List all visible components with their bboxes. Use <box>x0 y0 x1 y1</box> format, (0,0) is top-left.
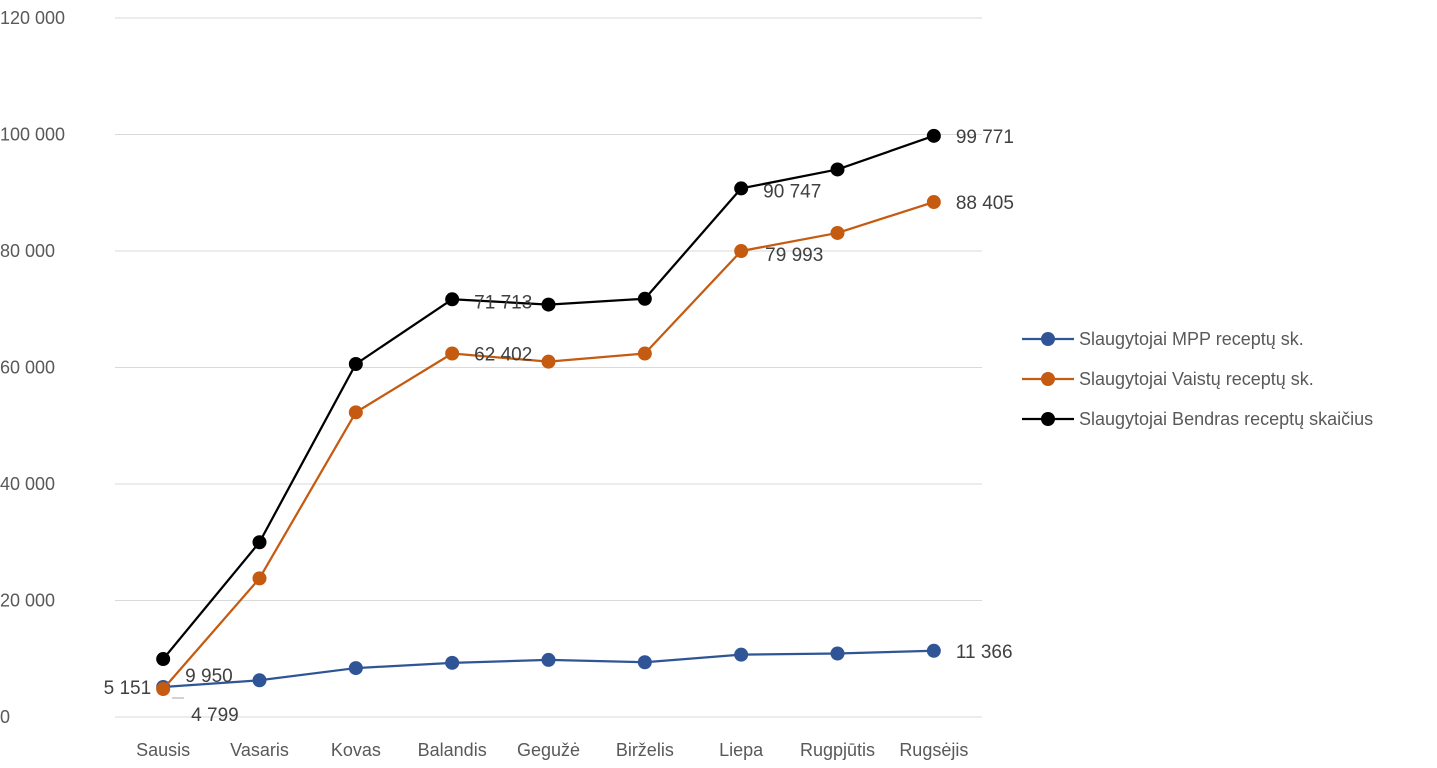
legend-marker <box>1041 332 1055 346</box>
x-tick-label: Kovas <box>331 740 381 760</box>
gridlines <box>115 17 982 718</box>
x-tick-label: Balandis <box>418 740 487 760</box>
x-tick-label: Gegužė <box>517 740 580 760</box>
legend: Slaugytojai MPP receptų sk. Slaugytojai V… <box>1022 329 1373 429</box>
data-point <box>830 162 845 177</box>
data-label: 88 405 <box>956 193 1014 214</box>
legend-item: Slaugytojai Bendras receptų skaičius <box>1022 409 1373 429</box>
data-point <box>926 195 941 210</box>
legend-label: Slaugytojai Vaistų receptų sk. <box>1079 369 1314 389</box>
data-label: 9 950 <box>185 666 233 687</box>
data-point <box>445 655 460 670</box>
series-lines <box>156 128 941 697</box>
data-point <box>348 405 363 420</box>
data-point <box>541 354 556 369</box>
legend-label: Slaugytojai Bendras receptų skaičius <box>1079 409 1373 429</box>
y-tick-label: 20 000 <box>0 591 55 611</box>
data-point <box>637 291 652 306</box>
x-tick-label: Rugpjūtis <box>800 740 875 760</box>
y-tick-label: 120 000 <box>0 8 65 28</box>
data-point <box>156 682 171 697</box>
legend-marker <box>1041 412 1055 426</box>
legend-item: Slaugytojai MPP receptų sk. <box>1022 329 1304 349</box>
series <box>156 128 941 667</box>
y-tick-label: 100 000 <box>0 125 65 145</box>
data-point <box>734 244 749 259</box>
y-tick-label: 60 000 <box>0 358 55 378</box>
legend-marker <box>1041 372 1055 386</box>
data-point <box>252 673 267 688</box>
data-point <box>348 661 363 676</box>
data-point <box>637 346 652 361</box>
data-point <box>252 535 267 550</box>
legend-label: Slaugytojai MPP receptų sk. <box>1079 329 1304 349</box>
data-point <box>926 128 941 143</box>
data-label: 99 771 <box>956 127 1014 148</box>
data-point <box>445 346 460 361</box>
data-point <box>926 643 941 658</box>
data-label: 71 713 <box>474 292 532 313</box>
data-point <box>252 571 267 586</box>
x-tick-label: Rugsėjis <box>899 740 968 760</box>
x-tick-label: Birželis <box>616 740 674 760</box>
series-line <box>162 200 935 690</box>
data-label: 79 993 <box>765 245 823 266</box>
x-tick-label: Vasaris <box>230 740 289 760</box>
data-point <box>637 655 652 670</box>
data-point <box>830 225 845 240</box>
x-tick-label: Sausis <box>136 740 190 760</box>
data-point <box>445 292 460 307</box>
series <box>156 643 941 694</box>
x-axis-tick-labels: Sausis Vasaris Kovas Balandis Gegužė Birželis… <box>136 740 968 760</box>
x-tick-label: Liepa <box>719 740 764 760</box>
data-point <box>734 181 749 196</box>
y-tick-label: 0 <box>0 707 10 727</box>
data-point <box>156 652 171 667</box>
data-point <box>541 652 556 667</box>
y-tick-label: 40 000 <box>0 474 55 494</box>
data-label: 62 402 <box>474 345 532 366</box>
data-labels: 5 151 11 366 4 799 62 402 79 993 88 405 9 950 7… <box>104 127 1014 726</box>
legend-item: Slaugytojai Vaistų receptų sk. <box>1022 369 1314 389</box>
data-point <box>541 297 556 312</box>
series-line <box>162 134 935 660</box>
data-label: 11 366 <box>956 642 1013 663</box>
data-label: 4 799 <box>191 705 239 726</box>
y-tick-label: 80 000 <box>0 241 55 261</box>
series <box>156 195 941 697</box>
data-label: 5 151 <box>104 678 152 699</box>
data-point <box>830 646 845 661</box>
y-axis-tick-labels: 0 20 000 40 000 60 000 80 000 100 000 120 000 <box>0 8 65 727</box>
data-point <box>734 647 749 662</box>
data-point <box>348 357 363 372</box>
data-label: 90 747 <box>763 181 821 202</box>
